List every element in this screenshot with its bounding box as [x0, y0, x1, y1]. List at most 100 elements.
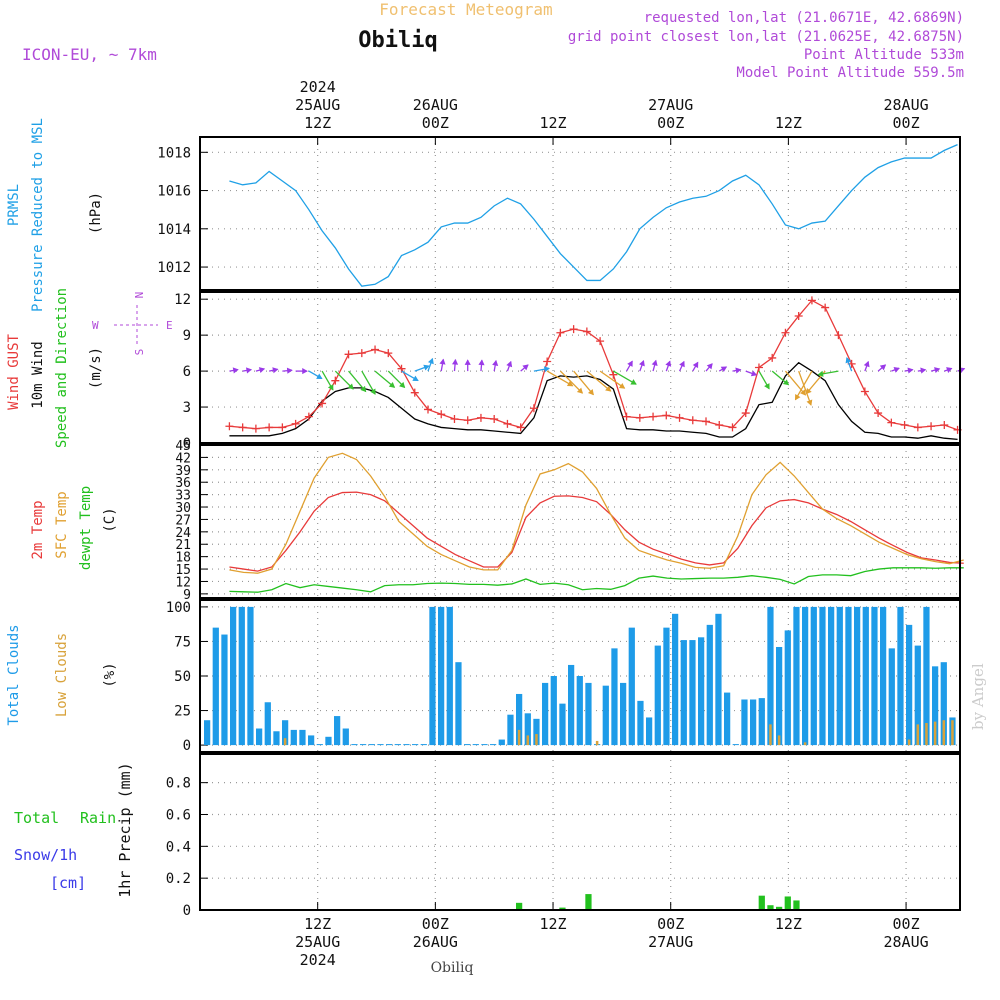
wind-arrow	[794, 370, 813, 400]
wind-arrow	[586, 370, 612, 392]
wind-gust-line-marker	[556, 328, 565, 337]
wind-gust-line-marker	[318, 399, 327, 408]
temp-unit: (C)	[102, 507, 118, 532]
wind-arrow-head	[720, 366, 728, 373]
wind-arrow-head	[907, 367, 914, 374]
wind-gust-line-marker	[503, 419, 512, 428]
wind-ytick-label: 9	[183, 328, 191, 344]
pressure-ytick-label: 1018	[157, 145, 191, 161]
wind-gust-line-marker	[900, 421, 909, 430]
bottom-time-label: 00Z	[893, 915, 920, 933]
compass-w: W	[92, 319, 99, 332]
total-cloud-bar	[308, 735, 315, 746]
total-cloud-bar	[550, 676, 557, 746]
wind-gust-line-marker	[715, 421, 724, 430]
total-cloud-bar	[706, 624, 713, 746]
wind-arrow-head	[464, 359, 471, 365]
total-cloud-bar	[628, 627, 635, 746]
rain-bar	[784, 896, 791, 910]
wind-gust-line-marker	[371, 345, 380, 354]
total-cloud-bar	[862, 606, 869, 746]
wind-arrow-head	[845, 357, 852, 364]
wind-gust-line-marker	[675, 413, 684, 422]
precip-ytick-label: 0.4	[166, 839, 191, 855]
pressure-ytick-label: 1016	[157, 184, 191, 200]
total-cloud-bar	[455, 662, 462, 746]
wind-gust-line-marker	[688, 416, 697, 425]
temperature-ytick-label: 15	[175, 563, 191, 578]
precip-ytick-label: 0.2	[166, 871, 191, 887]
total-cloud-bar	[386, 744, 393, 746]
top-date-label: 25AUG	[295, 96, 340, 114]
total-cloud-bar	[810, 606, 817, 746]
pressure-label-prmsl: PRMSL	[6, 184, 22, 226]
wind-label-10m: 10m Wind	[30, 341, 46, 408]
total-cloud-bar	[784, 630, 791, 746]
total-cloud-bar	[880, 606, 887, 746]
pressure-unit: (hPa)	[88, 192, 104, 234]
low-cloud-bar	[916, 724, 920, 746]
wind-arrow	[546, 370, 573, 387]
temp-label-sfc: SFC Temp	[54, 491, 70, 558]
low-cloud-bar	[777, 735, 781, 746]
grid-point-coords: grid point closest lon,lat (21.0625E, 42…	[568, 29, 964, 45]
total-cloud-bar	[351, 744, 358, 746]
wind-arrow-head	[618, 382, 626, 389]
pressure-ytick-label: 1012	[157, 260, 191, 276]
total-cloud-bar	[559, 703, 566, 746]
wind-gust-line-marker	[927, 422, 936, 431]
temp-sfc-line	[229, 452, 964, 574]
temperature-ytick-label: 33	[175, 489, 191, 504]
total-cloud-bar	[767, 606, 774, 746]
total-cloud-bar	[672, 613, 679, 746]
total-cloud-bar	[732, 744, 739, 746]
wind-arrow	[559, 370, 583, 394]
total-cloud-bar	[212, 627, 219, 746]
top-time-label: 00Z	[893, 114, 920, 132]
top-year-label: 2024	[300, 78, 336, 96]
clouds-frame	[199, 599, 961, 753]
total-cloud-bar	[221, 634, 228, 746]
temperature-ytick-label: 12	[175, 575, 191, 590]
total-cloud-bar	[602, 685, 609, 746]
total-cloud-bar	[524, 713, 531, 746]
total-cloud-bar	[637, 700, 644, 746]
total-cloud-bar	[802, 606, 809, 746]
total-cloud-bar	[507, 714, 514, 746]
data-layer	[200, 144, 966, 911]
wind-arrow-head	[272, 367, 279, 374]
total-cloud-bar	[490, 744, 497, 746]
bottom-time-label: 12Z	[775, 915, 802, 933]
low-cloud-bar	[769, 724, 772, 746]
rain-bar	[758, 895, 765, 910]
wind-arrow-head	[451, 358, 459, 365]
wind-gust-line-marker	[794, 311, 803, 320]
wind-arrow-head	[543, 366, 550, 373]
total-cloud-bar	[334, 716, 341, 746]
requested-coords: requested lon,lat (21.0671E, 42.6869N)	[644, 10, 964, 26]
footer-location: Obiliq	[431, 960, 474, 976]
wind-gust-line-marker	[516, 423, 525, 432]
compass-e: E	[166, 319, 173, 332]
compass-cross	[114, 305, 158, 345]
wind-gust-line-marker	[450, 415, 459, 424]
low-cloud-bar	[283, 738, 287, 746]
wind-gust-line-marker	[702, 417, 711, 426]
precip-legend-total: Total	[14, 809, 59, 827]
wind-gust-line-marker	[476, 413, 485, 422]
total-cloud-bar	[715, 613, 722, 746]
total-cloud-bar	[342, 728, 349, 746]
total-cloud-bar	[836, 606, 843, 746]
wind-arrow-head	[360, 385, 367, 393]
total-cloud-bar	[906, 624, 913, 746]
total-cloud-bar	[420, 744, 427, 746]
precip-ytick-label: 0.8	[166, 776, 191, 792]
total-cloud-bar	[932, 666, 939, 746]
temp-label-2m: 2m Temp	[30, 500, 46, 559]
total-cloud-bar	[888, 648, 895, 746]
temperature-ytick-label: 18	[175, 551, 191, 566]
total-cloud-bar	[585, 682, 592, 746]
wind-gust-line-marker	[768, 353, 777, 362]
model-altitude: Model Point Altitude 559.5m	[736, 65, 964, 81]
